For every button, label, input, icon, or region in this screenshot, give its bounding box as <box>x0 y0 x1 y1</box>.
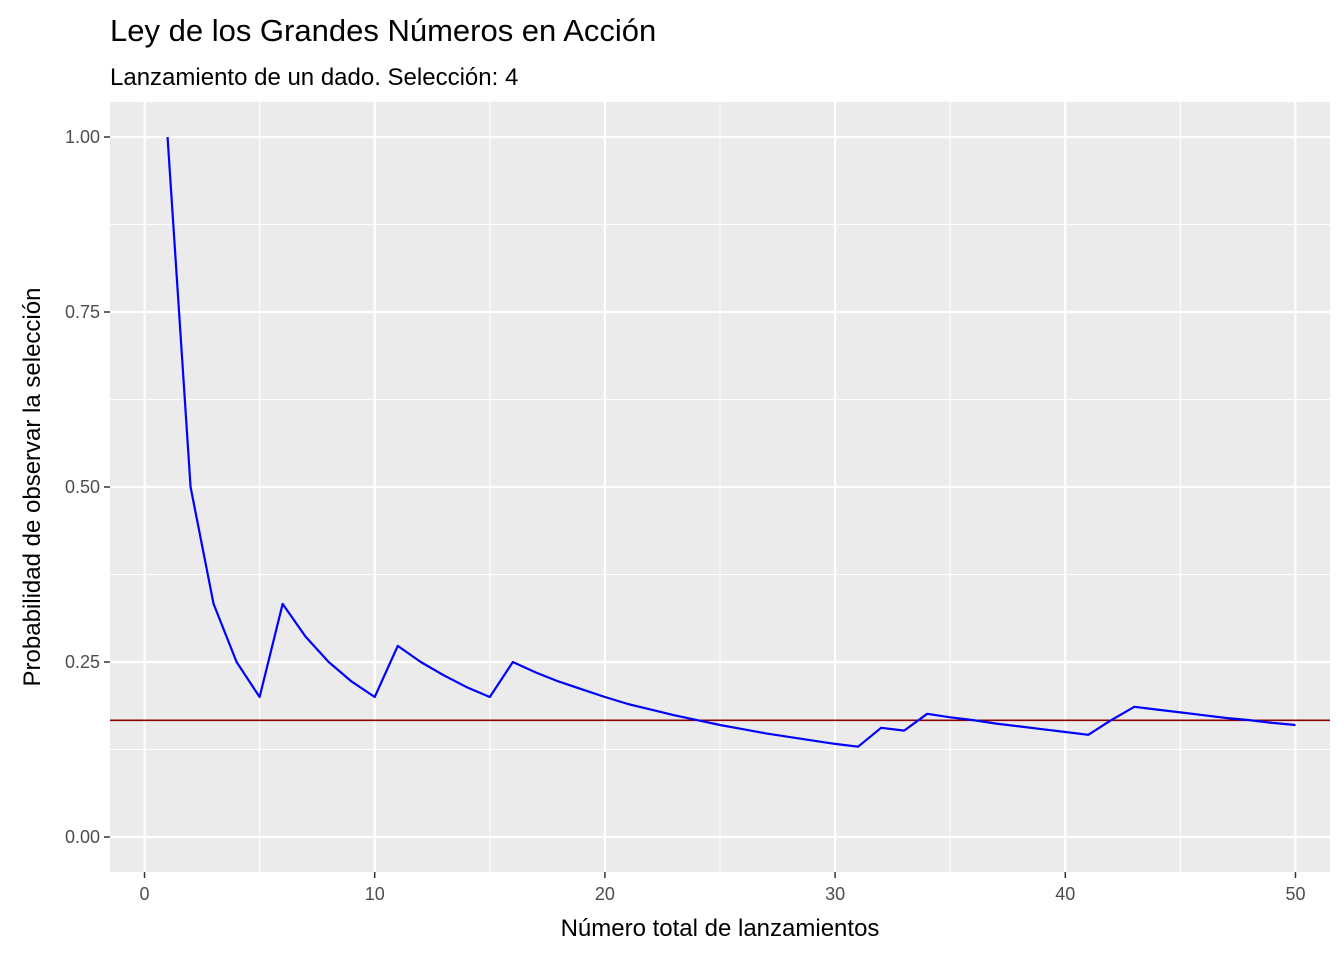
x-tick-label: 20 <box>595 884 615 904</box>
y-tick-label: 0.50 <box>65 477 100 497</box>
y-tick-label: 0.75 <box>65 302 100 322</box>
chart-title: Ley de los Grandes Números en Acción <box>110 13 656 48</box>
x-tick-label: 0 <box>140 884 150 904</box>
x-tick-label: 40 <box>1055 884 1075 904</box>
x-tick-label: 30 <box>825 884 845 904</box>
series-line <box>166 136 1296 748</box>
y-axis-ticks: 0.00 0.25 0.50 0.75 1.00 <box>65 127 110 847</box>
chart-subtitle: Lanzamiento de un dado. Selección: 4 <box>110 64 518 91</box>
x-axis-ticks: 0 10 20 30 40 50 <box>140 872 1305 904</box>
y-tick-label: 0.00 <box>65 827 100 847</box>
y-axis-title: Probabilidad de observar la selección <box>19 288 46 687</box>
y-tick-label: 1.00 <box>65 127 100 147</box>
x-tick-label: 50 <box>1285 884 1305 904</box>
grid-major <box>110 102 1330 872</box>
y-tick-label: 0.25 <box>65 652 100 672</box>
x-axis-title: Número total de lanzamientos <box>561 915 880 942</box>
x-tick-label: 10 <box>365 884 385 904</box>
